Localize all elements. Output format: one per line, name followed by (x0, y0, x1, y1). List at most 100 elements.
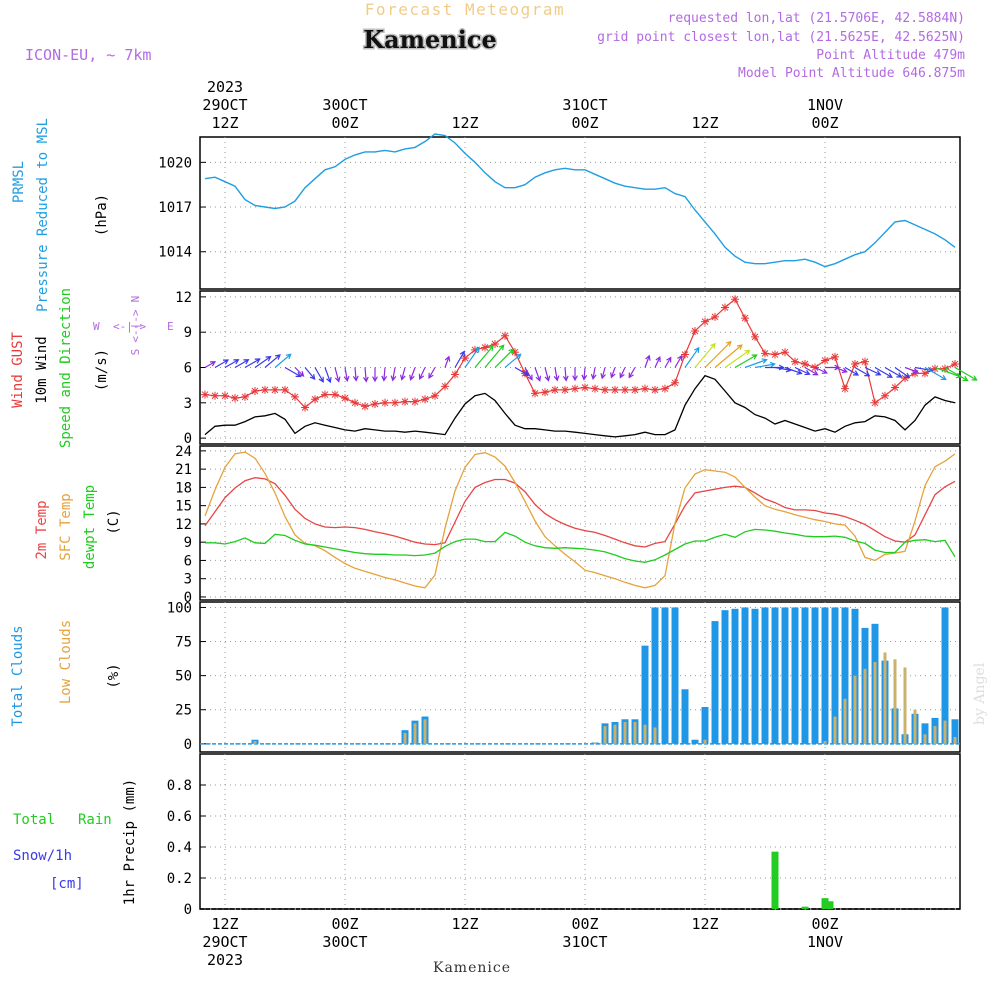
low-cloud-bar (603, 726, 607, 744)
temp-2m-line (204, 477, 956, 548)
gust-marker (311, 395, 319, 404)
wind-arrow (324, 367, 332, 384)
gust-marker (551, 385, 559, 394)
wind-arrow (494, 348, 515, 368)
wind-arrow (284, 366, 302, 378)
wind-arrow (264, 354, 281, 368)
point-altitude: Point Altitude 479m (816, 48, 965, 63)
gust-marker (361, 402, 369, 411)
rain-label: Rain (78, 812, 112, 828)
total-cloud-bar (701, 707, 709, 744)
total-cloud-bar (691, 739, 699, 744)
wind-10m-label: 10m Wind (34, 336, 50, 403)
pressure-msl-label: Pressure Reduced to MSL (35, 118, 51, 312)
gust-marker (771, 350, 779, 359)
precip-ytick-label: 0.8 (167, 778, 192, 794)
wind-arrow (204, 361, 217, 369)
pressure-ytick-label: 1017 (158, 200, 192, 216)
total-cloud-bar (841, 607, 849, 744)
temp-ytick-label: 9 (184, 535, 192, 551)
low-cloud-bar (913, 709, 917, 744)
rain-bar (826, 901, 834, 909)
gust-marker (541, 388, 549, 397)
watermark: by Angel (972, 662, 988, 725)
wind-arrow (428, 367, 436, 379)
low-cloud-bar (423, 719, 427, 744)
dewpt-temp-label: dewpt Temp (82, 485, 98, 569)
compass-vertical-arrow: <-|-> (129, 309, 142, 342)
top-date-label: 1NOV (807, 96, 843, 114)
total-cloud-bar (771, 607, 779, 744)
gust-marker (931, 364, 939, 373)
precip-ytick-label: 0.4 (167, 840, 192, 856)
total-cloud-bar (721, 610, 729, 744)
gust-marker (951, 359, 959, 368)
gust-marker (391, 398, 399, 407)
wind-arrow (754, 361, 776, 369)
sfc-temp-label: SFC Temp (58, 493, 74, 560)
wind-arrow (734, 354, 758, 369)
wind-arrow (814, 366, 828, 374)
gust-marker (651, 385, 659, 394)
celsius-unit-label: (C) (106, 509, 122, 534)
gust-marker (721, 303, 729, 312)
gust-marker (501, 331, 509, 340)
gust-marker (301, 403, 309, 412)
gust-marker (331, 390, 339, 399)
bottom-date-label: 30OCT (322, 933, 367, 951)
gust-marker (511, 348, 519, 357)
product-title: Forecast Meteogram (365, 0, 565, 19)
low-cloud-bar (643, 724, 647, 744)
precip-panel: 0 0.2 0.4 0.6 0.8 (167, 753, 961, 918)
gust-marker (661, 384, 669, 393)
gust-marker (851, 359, 859, 368)
gust-marker (221, 391, 229, 400)
top-year-label: 2023 (207, 78, 243, 96)
total-cloud-bar (661, 607, 669, 744)
precip-ytick-label: 0.2 (167, 871, 192, 887)
wind-arrow (572, 367, 578, 382)
gust-marker (321, 390, 329, 399)
gust-marker (861, 357, 869, 366)
low-cloud-bar (253, 741, 257, 744)
wind-arrow (334, 367, 341, 383)
low-cloud-bar (833, 716, 837, 744)
total-cloud-bar (801, 607, 809, 744)
wind-arrow (553, 367, 560, 382)
gust-marker (621, 385, 629, 394)
wind-arrow (619, 367, 626, 379)
wind-gust-line (204, 298, 956, 409)
clouds-panel: 0 25 50 75 100 (167, 600, 961, 753)
wind-arrow (694, 342, 716, 368)
wind-arrow (514, 366, 530, 376)
wind-ytick-label: 12 (175, 290, 192, 306)
low-cloud-bar (593, 742, 597, 744)
temp-ytick-label: 0 (184, 590, 192, 606)
wind-arrow (409, 367, 416, 381)
low-cloud-bar (923, 734, 927, 744)
wind-arrow (628, 367, 636, 379)
low-cloud-bar (613, 724, 617, 744)
bottom-year-label: 2023 (207, 951, 243, 969)
wind-arrow (444, 355, 451, 368)
wind-arrow (224, 359, 240, 369)
gust-marker (831, 352, 839, 361)
low-cloud-bar (623, 722, 627, 744)
model-altitude: Model Point Altitude 646.875m (738, 66, 965, 81)
temp-2m-label: 2m Temp (34, 500, 50, 559)
wind-arrow (610, 367, 616, 379)
total-cloud-bar (761, 607, 769, 744)
wind-arrow (562, 367, 569, 382)
temp-ytick-label: 24 (175, 444, 192, 460)
wind-arrow (644, 354, 651, 368)
compass-e: E (167, 320, 174, 333)
wind-arrow (744, 358, 768, 369)
total-cloud-bar (641, 645, 649, 744)
low-cloud-bar (873, 662, 877, 744)
gust-marker (731, 295, 739, 304)
gust-marker (591, 384, 599, 393)
wind-arrow (894, 367, 911, 379)
wind-speed-dir-label: Speed and Direction (58, 288, 74, 448)
gust-marker (481, 343, 489, 352)
gust-marker (841, 384, 849, 393)
